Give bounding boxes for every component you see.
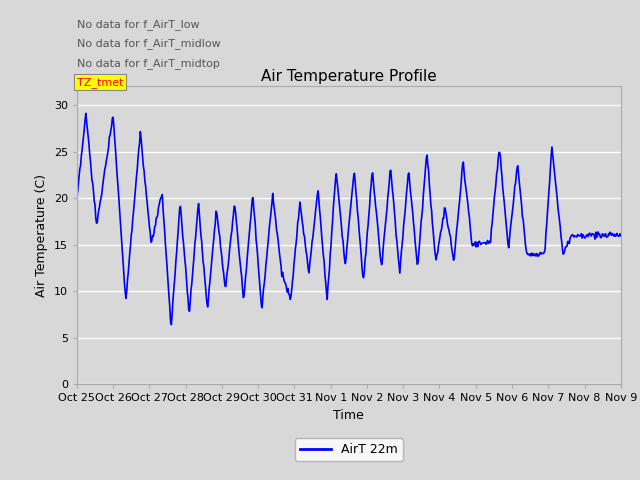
Text: No data for f_AirT_midlow: No data for f_AirT_midlow [77,38,221,49]
Text: No data for f_AirT_low: No data for f_AirT_low [77,19,200,30]
X-axis label: Time: Time [333,408,364,421]
Legend: AirT 22m: AirT 22m [295,438,403,461]
Text: No data for f_AirT_midtop: No data for f_AirT_midtop [77,58,220,69]
Y-axis label: Air Temperature (C): Air Temperature (C) [35,174,48,297]
Title: Air Temperature Profile: Air Temperature Profile [261,69,436,84]
Text: TZ_tmet: TZ_tmet [77,77,124,88]
